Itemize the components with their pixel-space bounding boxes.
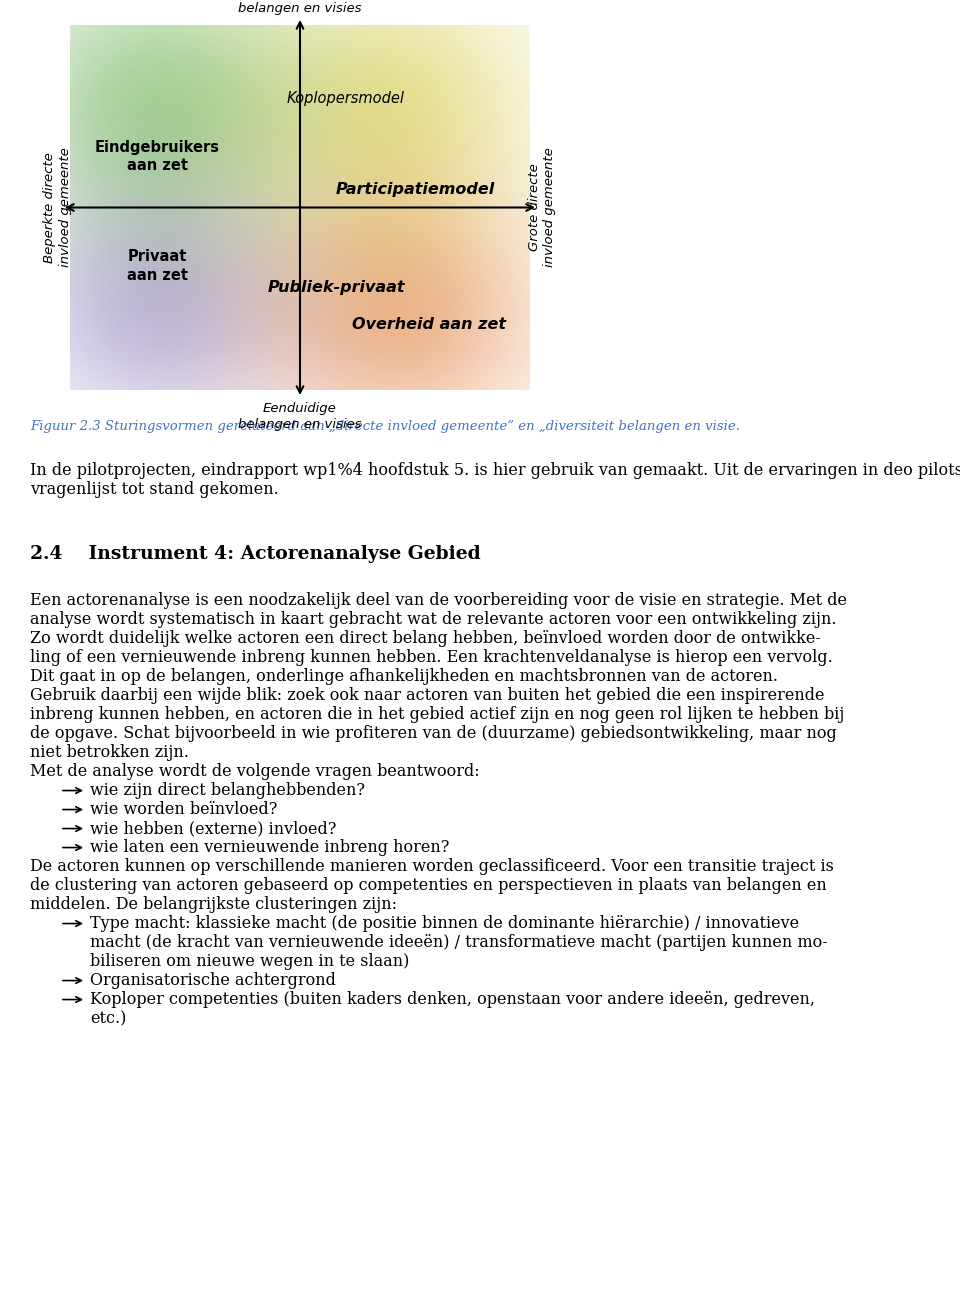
- Text: Eindgebruikers
aan zet: Eindgebruikers aan zet: [95, 139, 220, 173]
- Text: de clustering van actoren gebaseerd op competenties en perspectieven in plaats v: de clustering van actoren gebaseerd op c…: [30, 876, 827, 894]
- Text: niet betrokken zijn.: niet betrokken zijn.: [30, 744, 189, 761]
- Text: etc.): etc.): [90, 1010, 127, 1028]
- Text: Overheid aan zet: Overheid aan zet: [351, 317, 506, 332]
- Text: middelen. De belangrijkste clusteringen zijn:: middelen. De belangrijkste clusteringen …: [30, 896, 397, 913]
- Text: Zo wordt duidelijk welke actoren een direct belang hebben, beïnvloed worden door: Zo wordt duidelijk welke actoren een dir…: [30, 629, 821, 646]
- Text: vragenlijst tot stand gekomen.: vragenlijst tot stand gekomen.: [30, 481, 278, 498]
- Text: Een actorenanalyse is een noodzakelijk deel van de voorbereiding voor de visie e: Een actorenanalyse is een noodzakelijk d…: [30, 593, 847, 608]
- Text: wie zijn direct belanghebbenden?: wie zijn direct belanghebbenden?: [90, 782, 365, 799]
- Text: analyse wordt systematisch in kaart gebracht wat de relevante actoren voor een o: analyse wordt systematisch in kaart gebr…: [30, 611, 836, 628]
- Text: In de pilotprojecten, eindrapport wp1%4 hoofdstuk 5. is hier gebruik van gemaakt: In de pilotprojecten, eindrapport wp1%4 …: [30, 463, 960, 480]
- Text: inbreng kunnen hebben, en actoren die in het gebied actief zijn en nog geen rol : inbreng kunnen hebben, en actoren die in…: [30, 706, 845, 723]
- Text: de opgave. Schat bijvoorbeeld in wie profiteren van de (duurzame) gebiedsontwikk: de opgave. Schat bijvoorbeeld in wie pro…: [30, 725, 837, 742]
- Text: biliseren om nieuwe wegen in te slaan): biliseren om nieuwe wegen in te slaan): [90, 953, 409, 970]
- Text: Participatiemodel: Participatiemodel: [335, 181, 494, 197]
- Text: Eenduidige
belangen en visies: Eenduidige belangen en visies: [238, 402, 362, 431]
- Text: Uiteenlopende
belangen en visies: Uiteenlopende belangen en visies: [238, 0, 362, 14]
- Text: Beperkte directe
invloed gemeente: Beperkte directe invloed gemeente: [43, 147, 73, 267]
- Text: wie hebben (externe) invloed?: wie hebben (externe) invloed?: [90, 820, 336, 837]
- Text: Grote directe
invloed gemeente: Grote directe invloed gemeente: [527, 147, 557, 267]
- Text: Type macht: klassieke macht (de positie binnen de dominante hiërarchie) / innova: Type macht: klassieke macht (de positie …: [90, 915, 799, 932]
- Text: Koplopersmodel: Koplopersmodel: [287, 91, 405, 105]
- Text: 2.4    Instrument 4: Actorenanalyse Gebied: 2.4 Instrument 4: Actorenanalyse Gebied: [30, 545, 481, 562]
- Text: macht (de kracht van vernieuwende ideeën) / transformatieve macht (partijen kunn: macht (de kracht van vernieuwende ideeën…: [90, 934, 828, 951]
- Text: Privaat
aan zet: Privaat aan zet: [127, 250, 188, 283]
- Text: Gebruik daarbij een wijde blik: zoek ook naar actoren van buiten het gebied die : Gebruik daarbij een wijde blik: zoek ook…: [30, 687, 825, 704]
- Text: Figuur 2.3 Sturingsvormen gerelateerd aan „directe invloed gemeente” en „diversi: Figuur 2.3 Sturingsvormen gerelateerd aa…: [30, 420, 740, 434]
- Text: Met de analyse wordt de volgende vragen beantwoord:: Met de analyse wordt de volgende vragen …: [30, 763, 480, 781]
- Text: Koploper competenties (buiten kaders denken, openstaan voor andere ideeën, gedre: Koploper competenties (buiten kaders den…: [90, 991, 815, 1008]
- Text: wie laten een vernieuwende inbreng horen?: wie laten een vernieuwende inbreng horen…: [90, 840, 449, 855]
- Text: wie worden beïnvloed?: wie worden beïnvloed?: [90, 802, 277, 819]
- Text: ling of een vernieuwende inbreng kunnen hebben. Een krachtenveldanalyse is hiero: ling of een vernieuwende inbreng kunnen …: [30, 649, 832, 666]
- Text: De actoren kunnen op verschillende manieren worden geclassificeerd. Voor een tra: De actoren kunnen op verschillende manie…: [30, 858, 834, 875]
- Text: Organisatorische achtergrond: Organisatorische achtergrond: [90, 972, 336, 989]
- Text: Dit gaat in op de belangen, onderlinge afhankelijkheden en machtsbronnen van de : Dit gaat in op de belangen, onderlinge a…: [30, 668, 778, 685]
- Text: Publiek-privaat: Publiek-privaat: [268, 280, 405, 296]
